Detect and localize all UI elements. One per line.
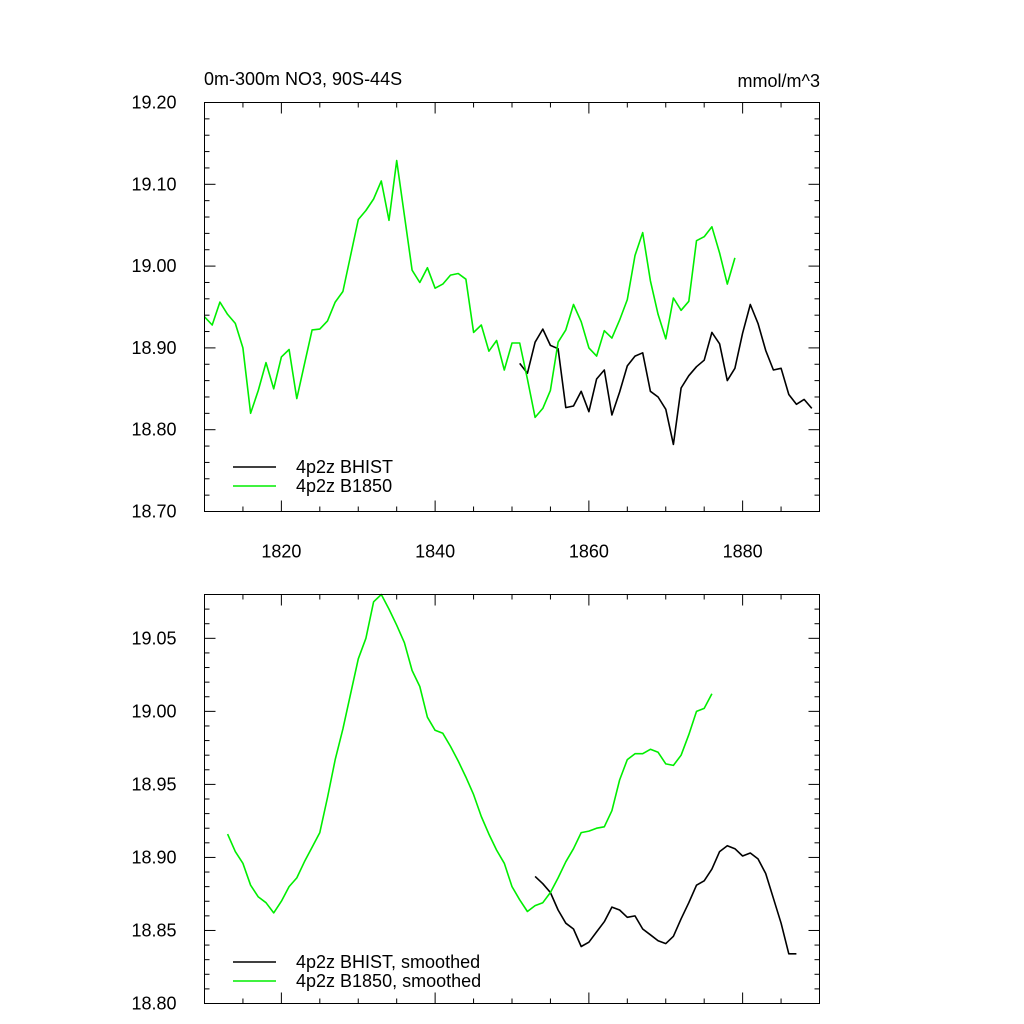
x-tick-label: 1840	[415, 542, 455, 562]
series-line-bhist	[519, 303, 813, 446]
y-tick-label: 19.20	[131, 93, 176, 113]
y-tick-label: 18.95	[131, 774, 176, 794]
y-tick-label: 18.90	[131, 338, 176, 358]
y-tick-label: 18.80	[131, 994, 176, 1014]
chart-title: 0m-300m NO3, 90S-44S	[204, 69, 402, 89]
y-tick-label: 18.80	[131, 420, 176, 440]
legend-label: 4p2z B1850	[296, 476, 392, 496]
x-tick-label: 1820	[261, 542, 301, 562]
x-tick-label: 1880	[723, 542, 763, 562]
plot-frame	[204, 102, 820, 512]
legend-label: 4p2z BHIST, smoothed	[296, 952, 480, 972]
y-tick-label: 19.00	[131, 256, 176, 276]
y-tick-label: 19.10	[131, 174, 176, 194]
y-tick-label: 19.05	[131, 628, 176, 648]
series-line-bhist	[534, 844, 797, 955]
series-line-b1850	[226, 593, 713, 914]
plot-frame	[204, 594, 820, 1004]
panel-bottom: 18.80 18.85 18.90 18.95 19.00 19.05 4p2z BHIS…	[131, 593, 820, 1014]
axis-ticks: 1820 1840 1860 1880 18.70 18.80 18.90 19.00 19.1…	[131, 93, 820, 562]
axis-ticks: 18.80 18.85 18.90 18.95 19.00 19.05	[131, 594, 820, 1014]
y-tick-label: 18.85	[131, 920, 176, 940]
y-tick-label: 18.90	[131, 847, 176, 867]
x-tick-label: 1860	[569, 542, 609, 562]
series-lines	[226, 593, 797, 955]
y-tick-label: 19.00	[131, 701, 176, 721]
series-lines	[203, 159, 813, 446]
units-label: mmol/m^3	[738, 71, 820, 91]
panel-top: 0m-300m NO3, 90S-44S mmol/m^3 1820 1840 18…	[131, 69, 820, 562]
legend-label: 4p2z BHIST	[296, 457, 393, 477]
series-line-b1850	[203, 159, 736, 419]
y-tick-label: 18.70	[131, 502, 176, 522]
legend-label: 4p2z B1850, smoothed	[296, 971, 481, 991]
